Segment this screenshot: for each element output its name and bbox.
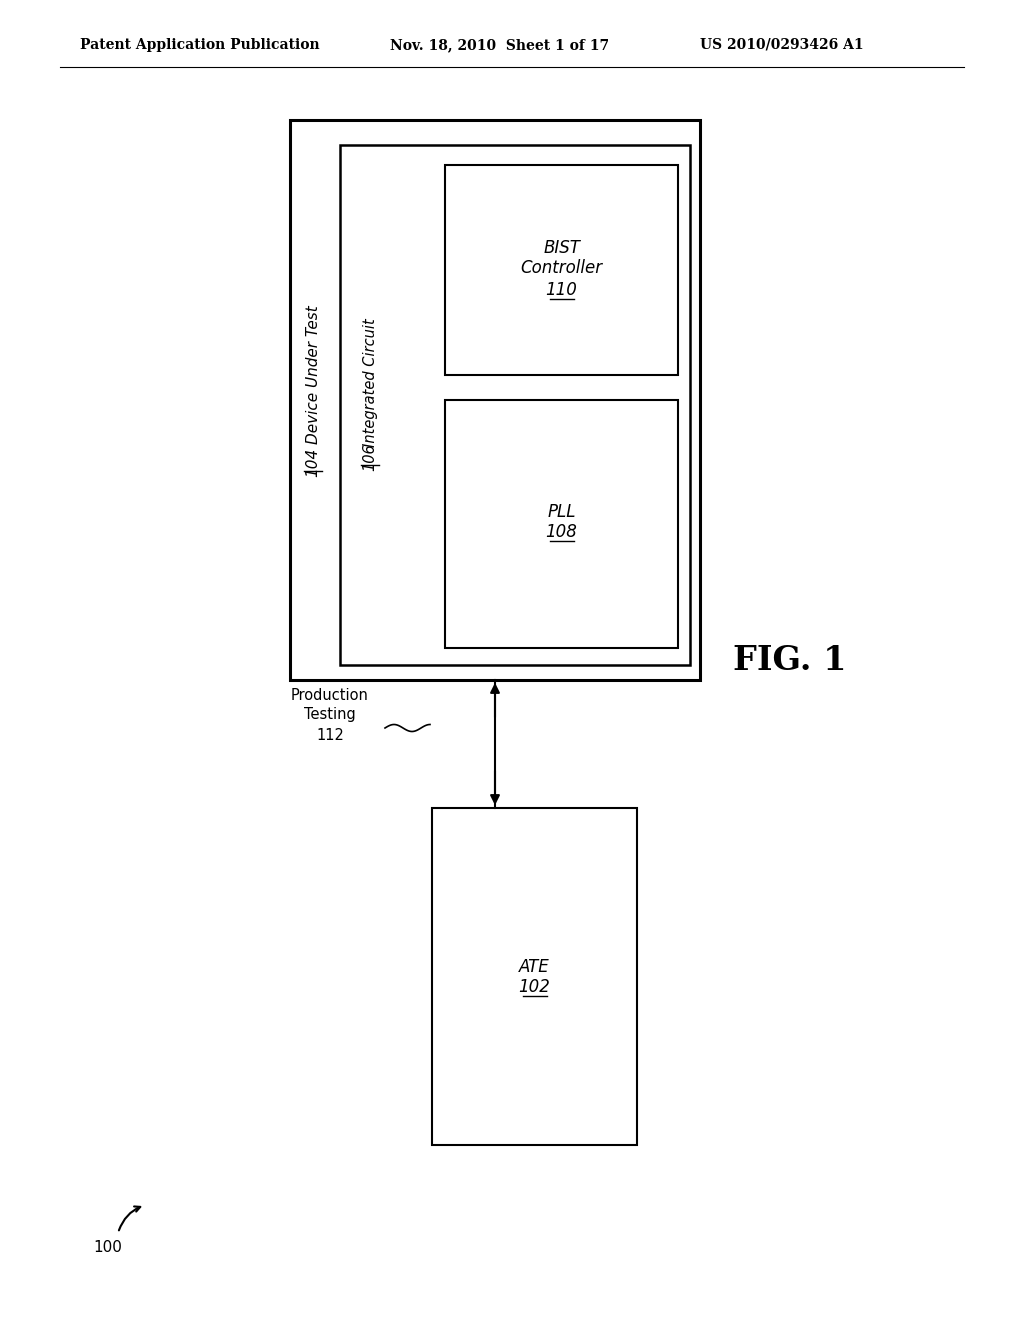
Text: Controller: Controller — [520, 259, 602, 277]
Text: Nov. 18, 2010  Sheet 1 of 17: Nov. 18, 2010 Sheet 1 of 17 — [390, 38, 609, 51]
Text: Production: Production — [291, 688, 369, 702]
Text: 104: 104 — [305, 447, 321, 477]
Text: PLL: PLL — [547, 503, 575, 521]
Bar — [340, 145, 690, 665]
Text: FIG. 1: FIG. 1 — [733, 644, 847, 676]
Text: Patent Application Publication: Patent Application Publication — [80, 38, 319, 51]
Bar — [432, 808, 637, 1144]
Bar — [445, 165, 678, 375]
Text: 112: 112 — [316, 727, 344, 742]
Text: 108: 108 — [546, 523, 578, 541]
Bar — [290, 120, 700, 680]
Text: 106: 106 — [362, 444, 378, 471]
Text: 102: 102 — [518, 978, 551, 995]
Text: ATE: ATE — [519, 957, 550, 975]
Text: Integrated Circuit: Integrated Circuit — [362, 318, 378, 447]
Text: Testing: Testing — [304, 708, 356, 722]
Bar — [445, 400, 678, 648]
Text: US 2010/0293426 A1: US 2010/0293426 A1 — [700, 38, 863, 51]
Text: Device Under Test: Device Under Test — [305, 306, 321, 445]
Text: 100: 100 — [93, 1241, 123, 1255]
Text: 110: 110 — [546, 281, 578, 300]
Text: BIST: BIST — [543, 239, 580, 257]
